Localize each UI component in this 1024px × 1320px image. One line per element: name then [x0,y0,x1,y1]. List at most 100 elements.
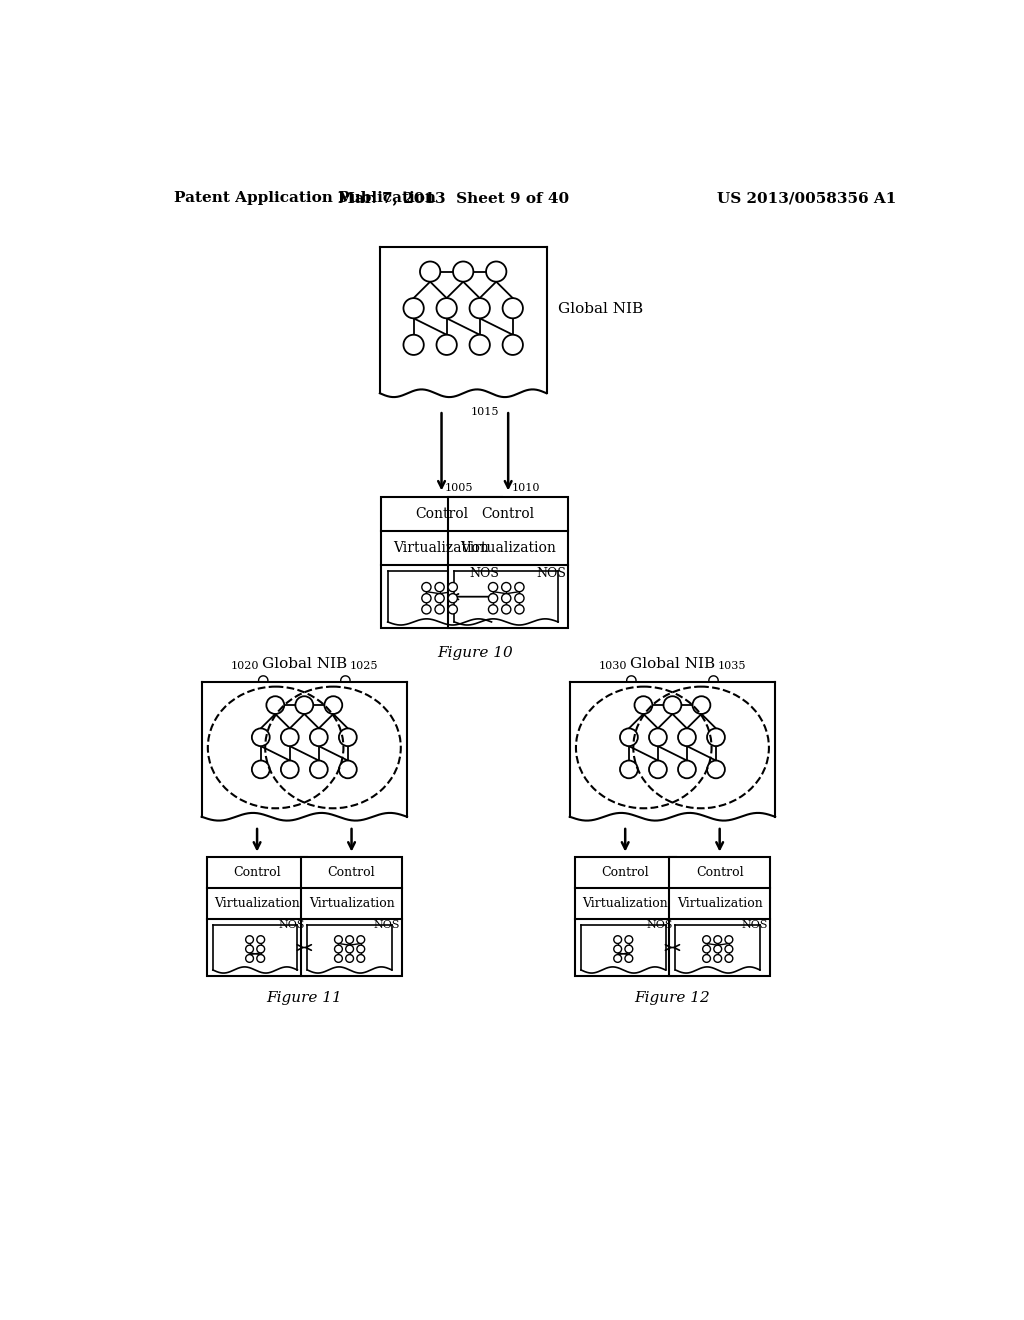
Text: Virtualization: Virtualization [677,896,763,909]
Ellipse shape [436,298,457,318]
Text: Control: Control [601,866,649,879]
Bar [574,857,676,975]
Text: Mar. 7, 2013  Sheet 9 of 40: Mar. 7, 2013 Sheet 9 of 40 [338,191,569,206]
Ellipse shape [246,945,254,953]
Ellipse shape [470,335,489,355]
Ellipse shape [257,954,264,962]
Text: Control: Control [415,507,468,521]
Text: 1035: 1035 [718,661,745,671]
Ellipse shape [702,936,711,944]
Text: Virtualization: Virtualization [308,896,394,909]
Ellipse shape [678,760,696,779]
Ellipse shape [420,261,440,281]
Ellipse shape [515,582,524,591]
Text: NOS: NOS [647,920,673,931]
Ellipse shape [625,936,633,944]
Ellipse shape [435,582,444,591]
Text: NOS: NOS [469,566,500,579]
Text: Control: Control [696,866,743,879]
Ellipse shape [403,335,424,355]
Text: Global NIB: Global NIB [262,657,347,671]
Text: Virtualization: Virtualization [214,896,300,909]
Ellipse shape [246,954,254,962]
Ellipse shape [620,729,638,746]
Text: Global NIB: Global NIB [558,301,643,315]
Ellipse shape [281,760,299,779]
Ellipse shape [714,954,722,962]
Ellipse shape [335,954,342,962]
Ellipse shape [725,945,733,953]
Text: NOS: NOS [536,566,566,579]
Ellipse shape [613,945,622,953]
Ellipse shape [515,594,524,603]
Ellipse shape [325,696,342,714]
Ellipse shape [702,954,711,962]
Ellipse shape [346,954,353,962]
Ellipse shape [635,696,652,714]
Ellipse shape [692,696,711,714]
Ellipse shape [613,936,622,944]
Ellipse shape [613,954,622,962]
Ellipse shape [335,945,342,953]
Text: Virtualization: Virtualization [460,541,556,556]
Ellipse shape [714,936,722,944]
Ellipse shape [346,945,353,953]
Ellipse shape [725,954,733,962]
Ellipse shape [502,605,511,614]
Ellipse shape [357,954,365,962]
Text: NOS: NOS [741,920,768,931]
Bar [301,857,402,975]
Bar [670,857,770,975]
Ellipse shape [503,335,523,355]
Ellipse shape [252,729,269,746]
Ellipse shape [246,936,254,944]
Text: US 2013/0058356 A1: US 2013/0058356 A1 [717,191,896,206]
Ellipse shape [470,298,489,318]
Ellipse shape [515,605,524,614]
Ellipse shape [357,936,365,944]
Ellipse shape [664,696,681,714]
Ellipse shape [488,594,498,603]
Text: Virtualization: Virtualization [393,541,489,556]
Ellipse shape [702,945,711,953]
Ellipse shape [620,760,638,779]
Ellipse shape [295,696,313,714]
Ellipse shape [449,582,458,591]
Ellipse shape [502,594,511,603]
Ellipse shape [346,936,353,944]
Ellipse shape [403,298,424,318]
Ellipse shape [453,261,473,281]
Ellipse shape [422,582,431,591]
Ellipse shape [502,582,511,591]
Text: Patent Application Publication: Patent Application Publication [174,191,436,206]
Ellipse shape [488,605,498,614]
Text: Figure 10: Figure 10 [437,645,513,660]
Ellipse shape [707,760,725,779]
Ellipse shape [436,335,457,355]
Ellipse shape [281,729,299,746]
Ellipse shape [310,729,328,746]
Ellipse shape [266,696,285,714]
Ellipse shape [707,729,725,746]
Text: Control: Control [328,866,376,879]
Text: 1005: 1005 [444,483,473,494]
Ellipse shape [449,594,458,603]
Ellipse shape [449,605,458,614]
Ellipse shape [252,760,269,779]
Ellipse shape [625,945,633,953]
Text: Figure 11: Figure 11 [266,991,342,1005]
Ellipse shape [257,945,264,953]
Ellipse shape [486,261,507,281]
Ellipse shape [725,936,733,944]
Ellipse shape [422,605,431,614]
Ellipse shape [503,298,523,318]
Bar [207,857,307,975]
Ellipse shape [339,729,356,746]
Ellipse shape [625,954,633,962]
Ellipse shape [678,729,696,746]
Text: Global NIB: Global NIB [630,657,715,671]
Bar [449,498,568,628]
Ellipse shape [339,760,356,779]
Ellipse shape [488,582,498,591]
Text: 1025: 1025 [349,661,378,671]
